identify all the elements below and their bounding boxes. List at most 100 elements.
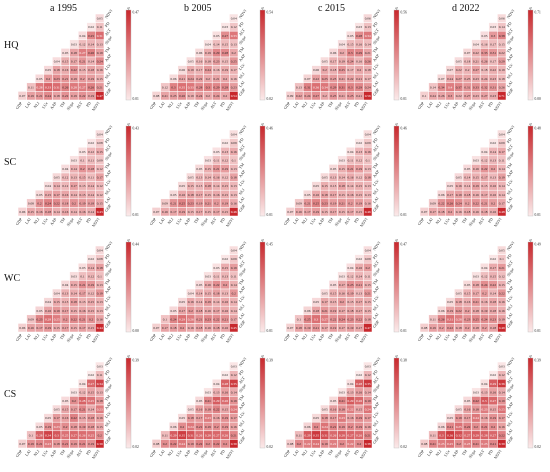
cell-value-label: 0.15 [88,390,94,394]
x-tick-label: Slope [467,101,476,112]
cell-value-label: 0.33 [473,85,479,89]
cell-value-label: 0.21 [62,77,68,81]
cell-value-label: 0.47 [97,94,103,98]
y-tick-label: NDVI [104,124,114,136]
colorbar [393,357,400,449]
cell-value-label: 0.11 [97,25,103,29]
cell-value-label: 0.22 [348,442,354,446]
cell-value-label: 0.22 [214,408,220,412]
cell-value-label: 0.15 [365,300,371,304]
y-tick-label: NLI [372,303,380,312]
x-tick-label: GDP [416,332,425,342]
heatmap-cell [363,207,373,217]
x-tick-label: ALT [343,448,352,457]
cell-value-label: 0.21 [356,283,362,287]
cell-value-label: 0.02 [490,373,496,377]
y-tick-label: Slope [506,267,515,278]
cell-value-label: 0.14 [231,300,237,304]
y-tick-label: ALT [506,259,515,268]
x-tick-label: LAI [158,100,166,109]
cell-value-label: 0.18 [473,408,479,412]
cell-value-label: 0.3 [171,85,176,89]
colorbar-title: q [396,237,398,242]
y-tick-label: LUc [372,178,380,187]
colorbar [125,241,132,333]
cell-value-label: 0.19 [222,68,228,72]
cell-value-label: 0.2 [63,317,68,321]
y-tick-label: Slope [372,151,381,162]
cell-value-label: 0.22 [473,51,479,55]
y-tick-label: TM [506,394,514,402]
y-tick-label: PD [372,253,379,260]
cell-value-label: 0.15 [80,176,86,180]
y-tick-label: GDP [506,319,515,329]
cell-value-label: 0.2 [223,442,228,446]
x-tick-label: AAP [49,332,58,342]
cell-value-label: 0.11 [430,433,436,437]
cell-value-label: 0.12 [97,193,103,197]
x-tick-label: LUc [309,101,317,110]
cell-value-label: 0.24 [188,425,194,429]
heatmap-cell [363,439,373,449]
cell-value-label: 0.21 [365,292,371,296]
y-tick-label: AAP [238,52,247,62]
y-tick-label: AAP [238,400,247,410]
colorbar-title: q [128,353,130,358]
cell-value-label: 0.21 [62,442,68,446]
cell-value-label: 0.2 [366,266,371,270]
cell-value-label: 0.28 [205,433,211,437]
x-tick-label: TM [327,100,335,108]
cell-value-label: 0.16 [214,176,220,180]
cell-value-label: 0.27 [80,85,86,89]
x-tick-label: NLI [166,100,174,109]
colorbar-title: q [128,121,130,126]
heatmap-panel: 0.030.02 0.110.04 0.27 0.340.03 0.12 0.15 0.13… [14,353,139,460]
x-tick-label: GDP [14,216,23,226]
cell-value-label: 0.2 [180,425,185,429]
cell-value-label: 0.13 [231,167,237,171]
y-tick-label: PD [104,137,111,144]
cell-value-label: 0.3 [491,34,496,38]
y-tick-label: ALT [372,143,381,152]
cell-value-label: 0.03 [490,25,496,29]
cell-value-label: 0.16 [188,300,194,304]
cell-value-label: 0.04 [62,283,68,287]
cell-value-label: 0.18 [97,266,103,270]
cell-value-label: 0.16 [162,210,168,214]
cell-value-label: 0.25 [231,60,237,64]
cell-value-label: 0.23 [45,442,51,446]
cell-value-label: 0.05 [456,176,462,180]
cell-value-label: 0.16 [482,416,488,420]
cell-value-label: 0.11 [348,158,354,162]
cell-value-label: 0.27 [322,317,328,321]
x-tick-label: GDP [148,448,157,458]
cell-value-label: 0.16 [473,210,479,214]
cell-value-label: 0.15 [28,210,34,214]
y-tick-label: TM [104,394,112,402]
heatmap-panel: 0.050.02 0.110.04 0.25 0.310.03 0.12 0.14 0.13… [14,5,139,112]
cell-value-label: 0.22 [490,68,496,72]
colorbar-max-label: 0.43 [133,127,139,131]
cell-value-label: 0.16 [62,68,68,72]
cell-value-label: 0.13 [80,300,86,304]
cell-value-label: 0.2 [482,292,487,296]
cell-value-label: 0.21 [430,442,436,446]
cell-value-label: 0.19 [88,283,94,287]
y-tick-label: LAI [104,427,112,436]
cell-value-label: 0.15 [97,201,103,205]
cell-value-label: 0.17 [464,416,470,420]
x-tick-label: LAI [24,216,32,225]
y-tick-label: LUc [372,62,380,71]
cell-value-label: 0.05 [196,399,202,403]
cell-value-label: 0.14 [214,300,220,304]
cell-value-label: 0.21 [473,300,479,304]
y-tick-label: TM [506,46,514,54]
y-tick-label: NLI [506,419,514,428]
cell-value-label: 0.26 [499,85,505,89]
cell-value-label: 0.26 [88,51,94,55]
cell-value-label: 0.29 [179,317,185,321]
cell-value-label: 0.31 [188,433,194,437]
y-tick-label: Slope [506,35,515,46]
cell-value-label: 0.16 [37,210,43,214]
heatmap-cell [497,439,507,449]
